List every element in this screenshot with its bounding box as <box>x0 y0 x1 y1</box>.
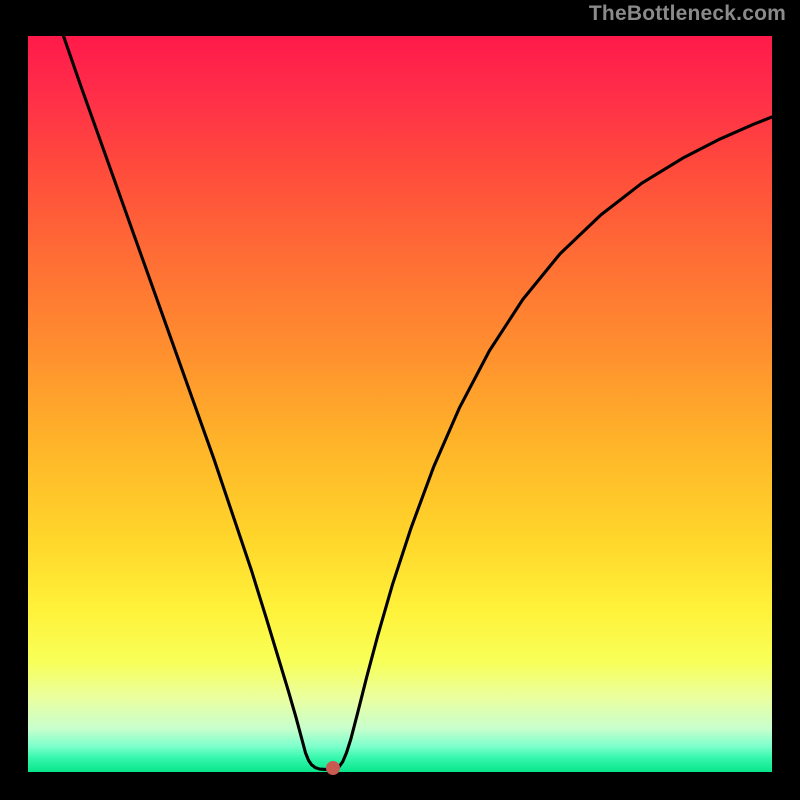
chart-frame: TheBottleneck.com <box>0 0 800 800</box>
optimum-marker <box>326 761 340 775</box>
watermark-text: TheBottleneck.com <box>589 2 786 26</box>
curve-svg <box>28 36 772 772</box>
bottleneck-curve <box>62 32 776 769</box>
plot-area <box>28 36 772 772</box>
